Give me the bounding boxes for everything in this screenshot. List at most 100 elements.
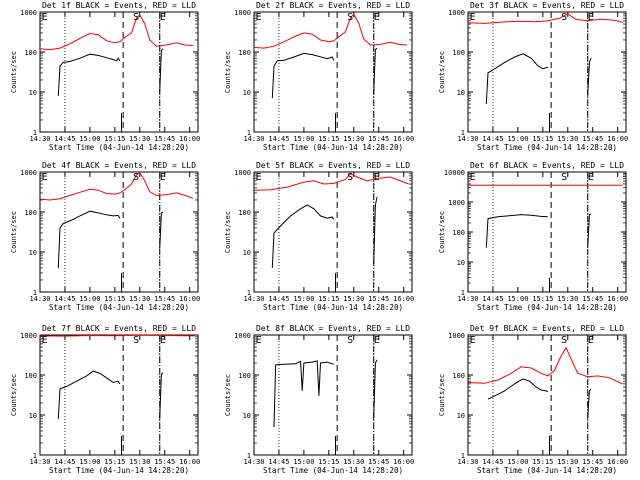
chart-panel: Det 2f BLACK = Events, RED = LLD 1 10 100 10…: [224, 1, 414, 152]
x-tick-label: 15:45: [154, 135, 175, 143]
x-tick-label: 16:00: [179, 135, 200, 143]
lld-series-line: [253, 173, 409, 191]
time-marker-label: S: [133, 172, 139, 183]
x-tick-label: 15:00: [293, 458, 314, 466]
x-tick-label: 15:30: [343, 135, 364, 143]
time-marker-label: S: [561, 172, 567, 183]
events-series-line: [271, 204, 335, 268]
time-marker-label: E: [374, 12, 380, 23]
x-axis-label: Start Time (04-Jun-14 14:28:20): [477, 143, 617, 152]
x-tick-label: 14:45: [54, 135, 75, 143]
y-axis-label: Counts/sec: [438, 211, 446, 253]
y-tick-label: 100: [24, 49, 37, 57]
time-marker-label: E: [42, 12, 48, 23]
plot-frame: [467, 171, 627, 293]
x-tick-label: 15:00: [79, 458, 100, 466]
y-tick-label: 100: [238, 49, 251, 57]
lld-series-line: [467, 346, 623, 385]
chart-title: Det 6f BLACK = Events, RED = LLD: [470, 161, 624, 170]
chart-panel: Det 9f BLACK = Events, RED = LLD 1 10 100 10…: [438, 324, 628, 475]
x-tick-label: 15:45: [368, 458, 389, 466]
y-tick-label: 1000: [20, 9, 37, 17]
events-series-line: [271, 52, 335, 99]
chart-title: Det 4f BLACK = Events, RED = LLD: [42, 161, 196, 170]
x-tick-label: 15:00: [79, 135, 100, 143]
events-series-line: [159, 48, 164, 93]
y-tick-label: 100: [452, 372, 465, 380]
chart-title: Det 9f BLACK = Events, RED = LLD: [470, 324, 624, 333]
time-marker-label: S: [133, 335, 139, 346]
x-tick-label: 15:30: [557, 135, 578, 143]
x-axis-label: Start Time (04-Jun-14 14:28:20): [49, 143, 189, 152]
y-tick-label: 10: [457, 412, 465, 420]
chart-panel: Det 4f BLACK = Events, RED = LLD 1 10 100 10…: [10, 161, 200, 312]
y-tick-label: 10: [243, 249, 251, 257]
x-tick-label: 14:45: [268, 135, 289, 143]
time-marker-label: E: [374, 335, 380, 346]
plot-frame: [39, 171, 199, 293]
time-marker-label: E: [588, 172, 594, 183]
x-tick-label: 15:15: [104, 135, 125, 143]
y-axis-label: Counts/sec: [438, 374, 446, 416]
y-tick-label: 1000: [20, 332, 37, 340]
x-tick-label: 15:30: [343, 295, 364, 303]
events-series-line: [57, 210, 121, 268]
x-tick-label: 15:45: [582, 135, 603, 143]
x-tick-label: 15:30: [129, 458, 150, 466]
y-tick-label: 10: [29, 249, 37, 257]
x-tick-label: 15:00: [507, 295, 528, 303]
x-tick-label: 16:00: [393, 458, 414, 466]
y-tick-label: 1000: [448, 199, 465, 207]
x-tick-label: 15:30: [557, 295, 578, 303]
x-axis-label: Start Time (04-Jun-14 14:28:20): [477, 303, 617, 312]
y-tick-label: 1: [247, 452, 251, 460]
x-tick-label: 15:15: [318, 135, 339, 143]
x-tick-label: 15:30: [557, 458, 578, 466]
y-tick-label: 1: [247, 129, 251, 137]
x-axis-label: Start Time (04-Jun-14 14:28:20): [49, 303, 189, 312]
x-tick-label: 15:15: [104, 458, 125, 466]
x-tick-label: 14:30: [457, 458, 478, 466]
events-series-line: [373, 359, 378, 419]
x-axis-label: Start Time (04-Jun-14 14:28:20): [263, 303, 403, 312]
x-tick-label: 14:45: [268, 295, 289, 303]
y-tick-label: 10: [243, 412, 251, 420]
x-tick-label: 14:30: [29, 458, 50, 466]
time-marker-label: S: [347, 172, 353, 183]
y-tick-label: 1000: [234, 169, 251, 177]
y-tick-label: 1000: [234, 332, 251, 340]
time-marker-label: S: [561, 12, 567, 23]
x-tick-label: 15:30: [129, 295, 150, 303]
events-series-line: [487, 378, 549, 400]
time-marker-label: S: [561, 335, 567, 346]
x-tick-label: 14:30: [29, 135, 50, 143]
x-tick-label: 16:00: [393, 135, 414, 143]
events-series-line: [159, 372, 164, 419]
lld-series-line: [253, 13, 408, 49]
x-tick-label: 15:30: [129, 135, 150, 143]
chart-panel: Det 1f BLACK = Events, RED = LLD 1 10 100 10…: [10, 1, 200, 152]
events-series-line: [587, 213, 592, 248]
events-series-line: [373, 47, 378, 94]
x-tick-label: 15:30: [343, 458, 364, 466]
plot-frame: [467, 334, 627, 456]
lld-series-line: [39, 172, 194, 201]
y-tick-label: 1000: [234, 9, 251, 17]
x-tick-label: 14:30: [243, 295, 264, 303]
y-axis-label: Counts/sec: [10, 51, 18, 93]
y-tick-label: 100: [24, 372, 37, 380]
chart-panel: Det 6f BLACK = Events, RED = LLD 1 10 100 10…: [438, 161, 628, 312]
y-axis-label: Counts/sec: [10, 211, 18, 253]
y-tick-label: 1: [33, 289, 37, 297]
chart-panel: Det 5f BLACK = Events, RED = LLD 1 10 100 10…: [224, 161, 414, 312]
x-tick-label: 15:00: [293, 295, 314, 303]
chart-title: Det 2f BLACK = Events, RED = LLD: [256, 1, 410, 10]
x-tick-label: 16:00: [179, 295, 200, 303]
plot-frame: [39, 334, 199, 456]
x-tick-label: 15:45: [582, 295, 603, 303]
time-marker-label: S: [133, 12, 139, 23]
events-series-line: [587, 58, 592, 96]
x-tick-label: 14:30: [457, 295, 478, 303]
y-tick-label: 10: [457, 259, 465, 267]
